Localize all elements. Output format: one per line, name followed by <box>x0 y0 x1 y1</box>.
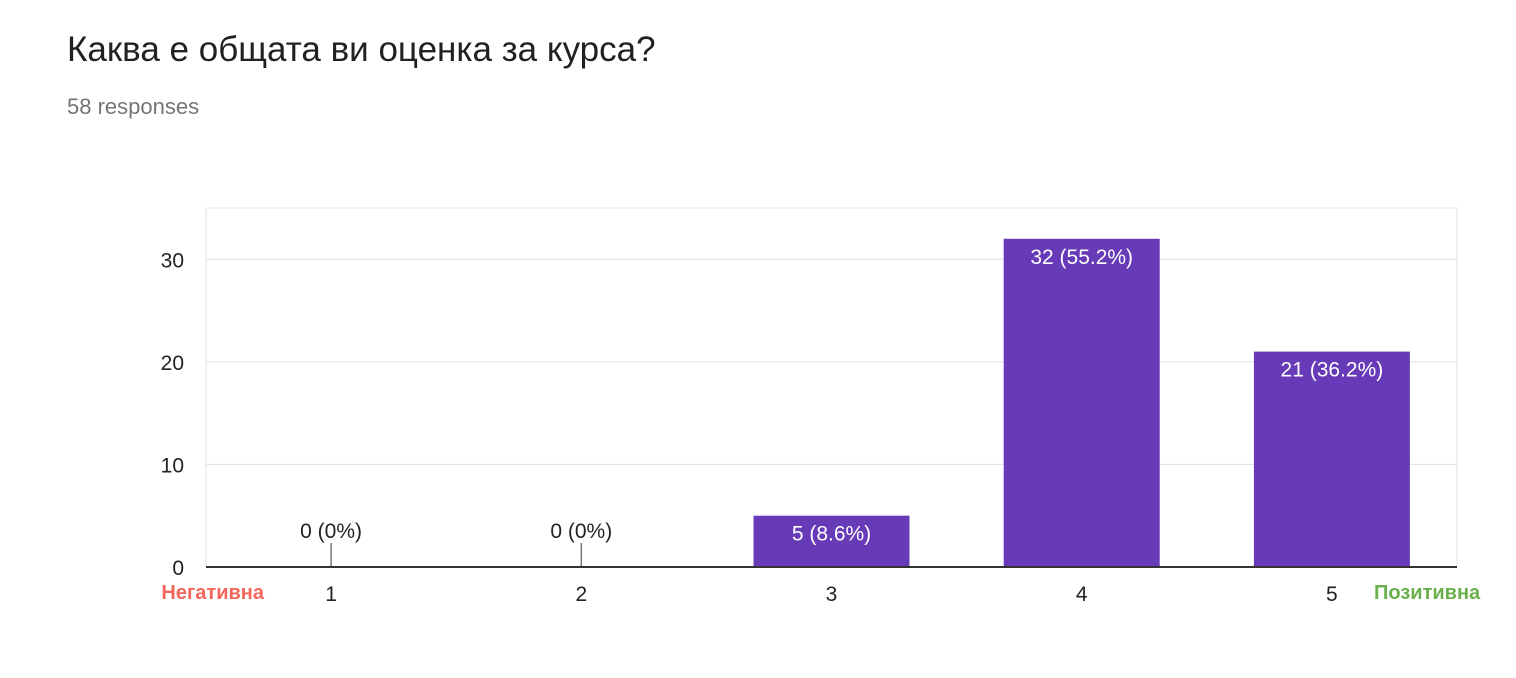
y-tick-label: 30 <box>161 249 184 272</box>
bars <box>330 238 1410 567</box>
scale-low-label: Негативна <box>161 582 264 604</box>
bar <box>1253 351 1410 567</box>
scale-high-label: Позитивна <box>1374 582 1481 604</box>
question-title: Каква е общата ви оценка за курса? <box>67 30 656 69</box>
bar <box>1003 238 1160 567</box>
data-label: 0 (0%) <box>550 520 612 543</box>
data-label: 0 (0%) <box>300 520 362 543</box>
labels: 0 10 20 30 0 (0%) 1 0 (0%) 2 5 (8.6%) 3 32 (55.2%)… <box>161 246 1481 606</box>
x-tick-label: 2 <box>575 583 587 606</box>
response-count: 58 responses <box>67 94 200 119</box>
data-label: 21 (36.2%) <box>1281 359 1384 382</box>
x-tick-label: 3 <box>826 583 838 606</box>
data-label: 5 (8.6%) <box>792 523 871 546</box>
gridlines <box>205 207 1458 567</box>
data-label: 32 (55.2%) <box>1030 246 1133 269</box>
x-tick-label: 4 <box>1076 583 1088 606</box>
bar <box>753 515 910 567</box>
x-tick-label: 5 <box>1326 583 1338 606</box>
y-tick-label: 20 <box>161 352 184 375</box>
y-tick-label: 10 <box>161 454 184 477</box>
y-tick-label: 0 <box>172 557 184 580</box>
x-tick-label: 1 <box>325 583 337 606</box>
